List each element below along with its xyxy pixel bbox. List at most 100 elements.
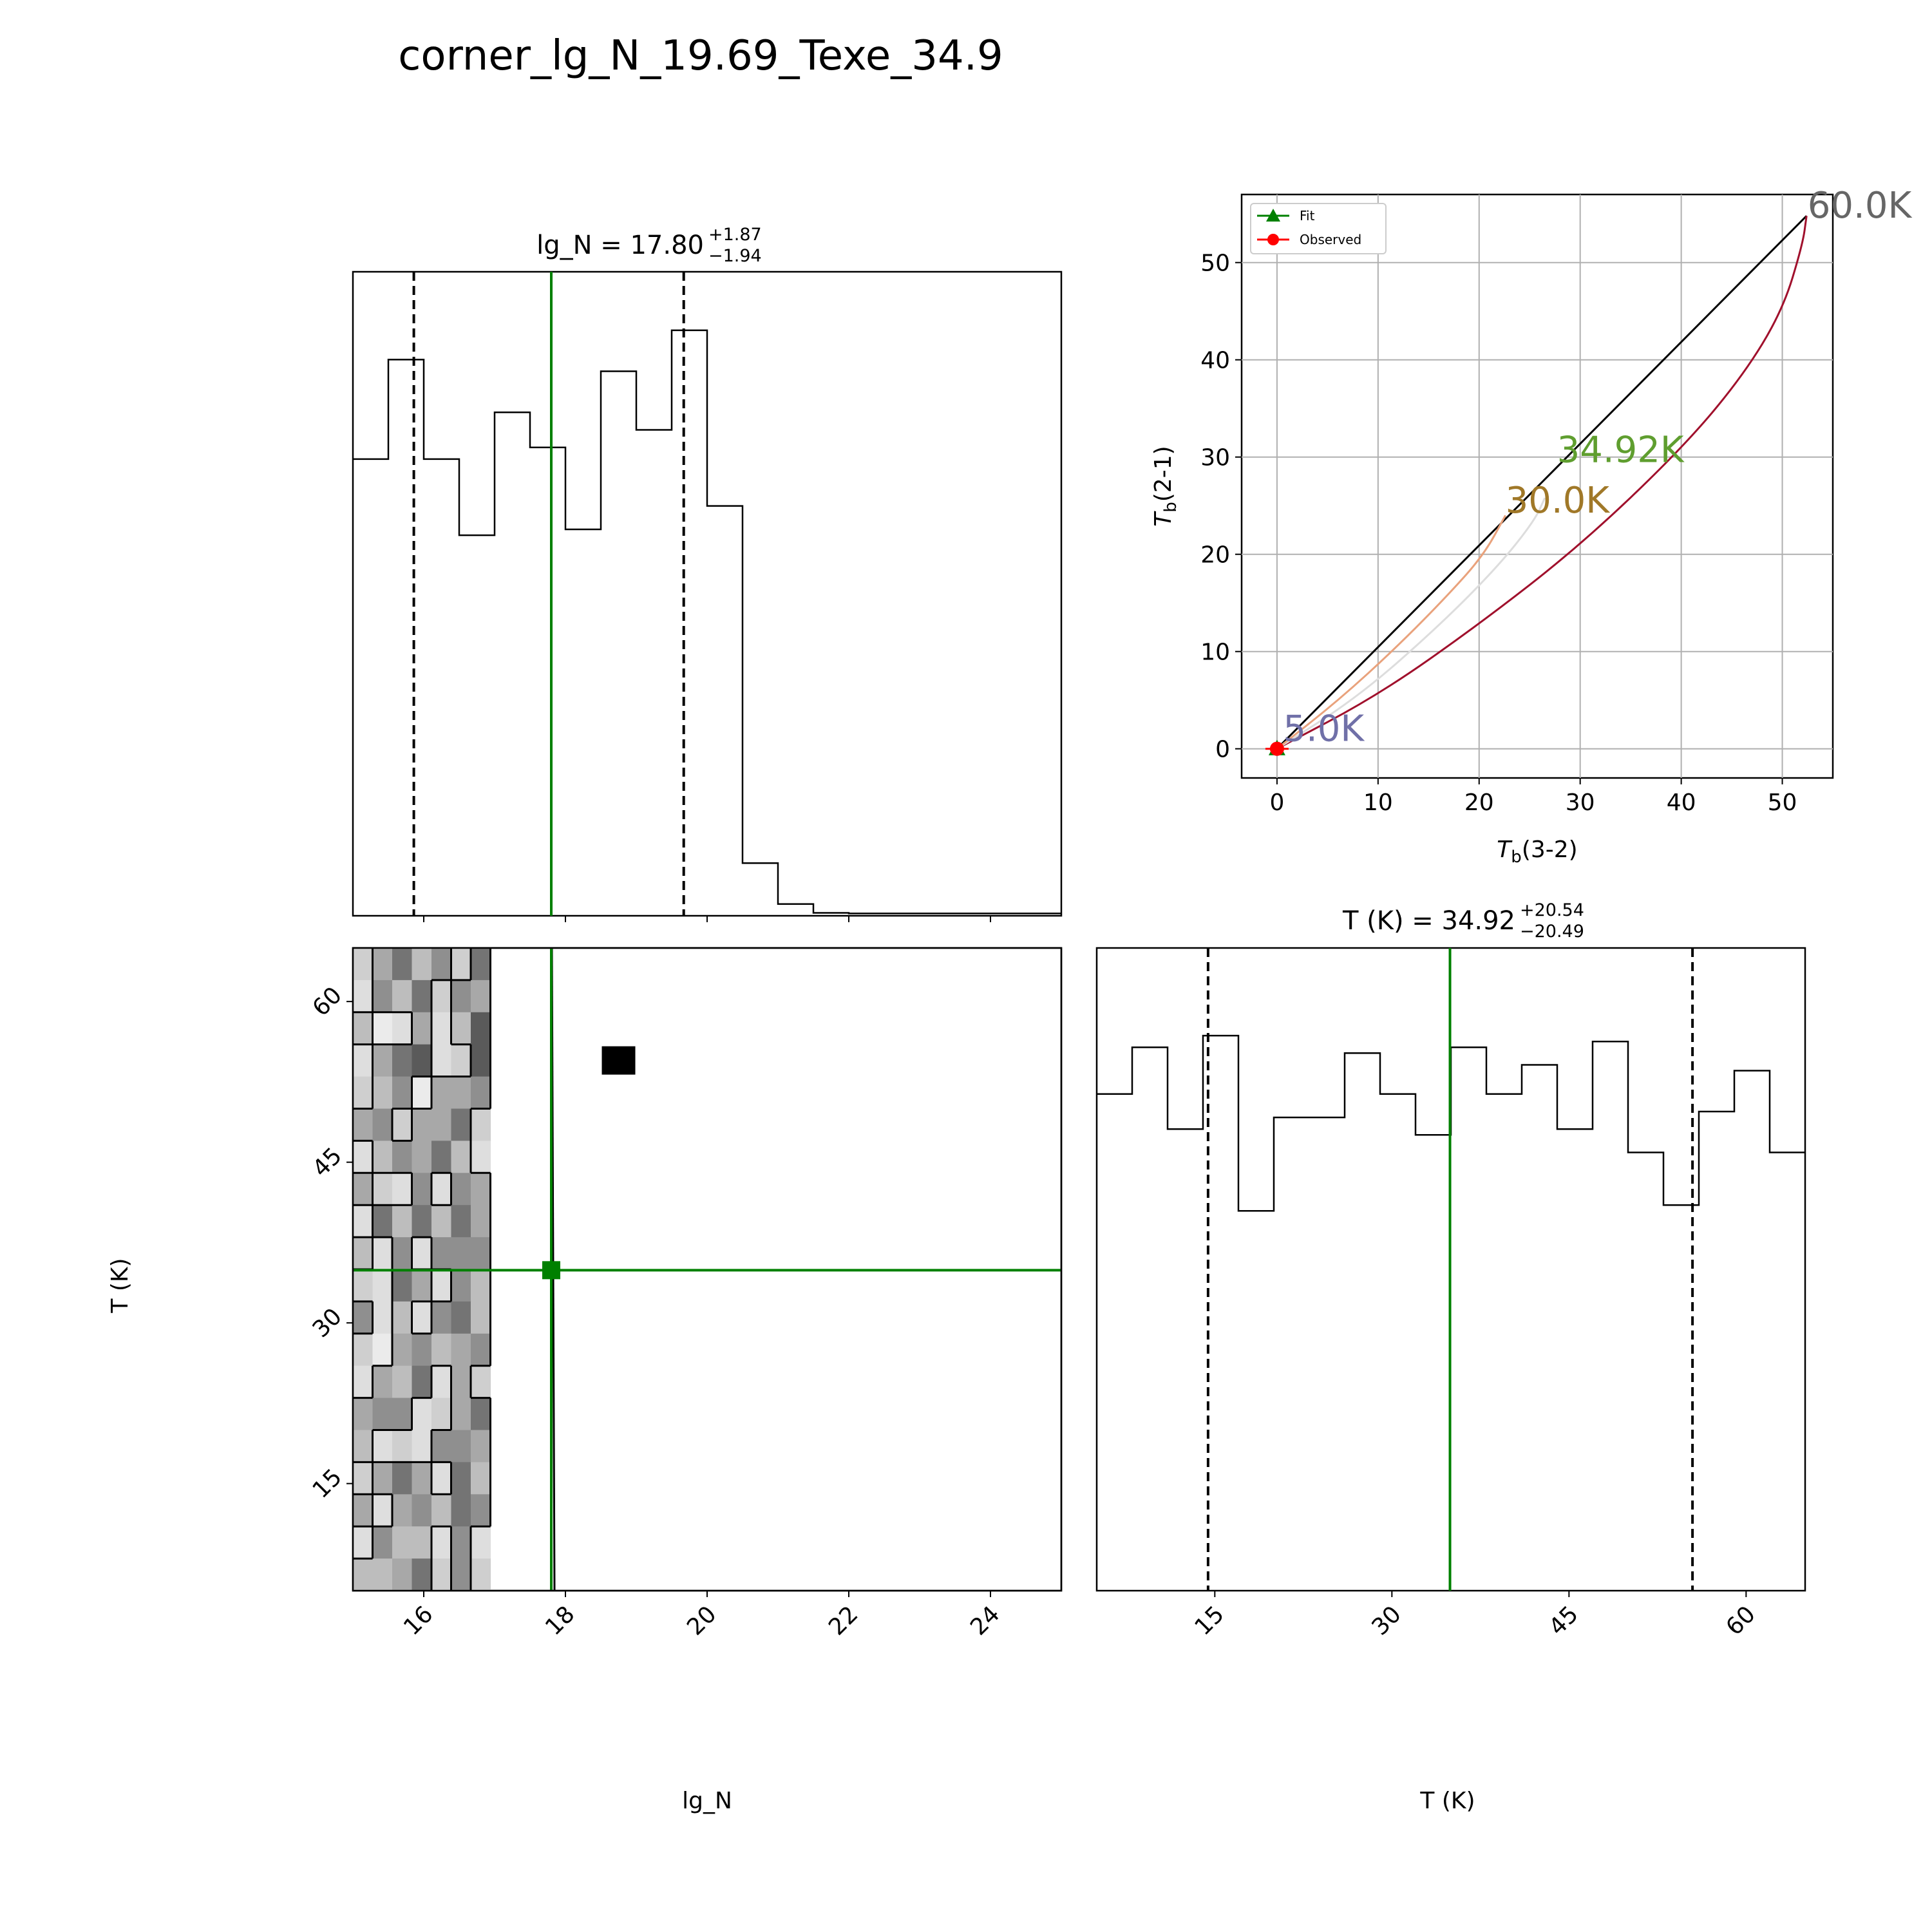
lg-n-histogram-panel: lg_N = 17.80 +1.87 −1.94 xyxy=(352,225,1063,922)
density-cell xyxy=(353,1333,374,1367)
density-cell xyxy=(353,1430,374,1463)
density-cell xyxy=(431,1397,452,1431)
density-peak-cell xyxy=(601,1046,636,1075)
density-cell xyxy=(451,1108,471,1141)
density-cell xyxy=(431,1141,452,1173)
density-cell xyxy=(392,1430,413,1463)
density-cell xyxy=(431,1044,452,1077)
density-cell xyxy=(471,1430,491,1463)
density-cell xyxy=(353,980,374,1013)
density-cell xyxy=(372,1173,393,1206)
density-cell xyxy=(471,1141,491,1173)
density-cell xyxy=(392,1237,413,1270)
density-cell xyxy=(392,1012,413,1045)
density-cell xyxy=(471,1012,491,1045)
density-cell xyxy=(412,1558,432,1591)
curve-panel-frame xyxy=(1240,193,1834,779)
density-cell xyxy=(372,1365,393,1399)
x-tick-label: 30 xyxy=(1367,1601,1406,1640)
histogram-step-line xyxy=(353,329,1061,914)
density-cell xyxy=(392,1526,413,1559)
density-cell xyxy=(392,1462,413,1495)
lg-n-histogram-title-upper: +1.87 xyxy=(708,225,762,245)
y-tick-label: 0 xyxy=(1215,737,1230,763)
density-cell xyxy=(451,1430,471,1463)
curve-temperature-annotation: 5.0K xyxy=(1283,708,1365,750)
density-cell xyxy=(451,1173,471,1206)
curve-x-label-main: T xyxy=(1497,837,1513,863)
temperature-x-axis-label: T (K) xyxy=(1419,1788,1475,1814)
density-cell xyxy=(412,948,432,981)
density-cell xyxy=(392,1205,413,1238)
density-cell xyxy=(451,1141,471,1173)
density-cell xyxy=(451,1365,471,1399)
curve-y-label-rest: (2-1) xyxy=(1150,446,1177,502)
density-cell xyxy=(353,1141,374,1173)
density-cell xyxy=(431,980,452,1013)
density-cell xyxy=(392,1301,413,1334)
density-cell xyxy=(451,1462,471,1495)
density-cell xyxy=(471,1494,491,1527)
density-cell xyxy=(451,1269,471,1302)
curve-temperature-annotation: 30.0K xyxy=(1506,480,1611,522)
density-cell xyxy=(412,1301,432,1334)
legend-fit-label: Fit xyxy=(1300,208,1315,223)
density-cell xyxy=(372,1558,393,1591)
figure-title: corner_lg_N_19.69_Texe_34.9 xyxy=(398,32,1003,80)
density-cell xyxy=(471,1044,491,1077)
lg-n-histogram-title-lower: −1.94 xyxy=(708,246,762,266)
density-cell xyxy=(431,1333,452,1367)
density-cell xyxy=(372,1044,393,1077)
x-tick-label: 45 xyxy=(1544,1601,1584,1640)
y-tick-label: 30 xyxy=(308,1303,347,1343)
density-cell xyxy=(372,1205,393,1238)
curve-x-axis-label: Tb(3-2) xyxy=(1497,837,1577,867)
density-cell xyxy=(412,1526,432,1559)
density-cell xyxy=(412,1462,432,1495)
density-cell xyxy=(471,1462,491,1495)
density-cell xyxy=(353,1558,374,1591)
density-cell xyxy=(392,948,413,981)
density-cell xyxy=(353,1526,374,1559)
density-cell xyxy=(353,1044,374,1077)
density-cell xyxy=(353,1108,374,1141)
density-cell xyxy=(431,1108,452,1141)
density-cell xyxy=(412,1269,432,1302)
curve-legend: Fit Observed xyxy=(1250,203,1387,254)
curve-y-label-sub: b xyxy=(1161,502,1180,513)
observed-circle-marker xyxy=(1269,741,1284,756)
density-cell xyxy=(431,1558,452,1591)
density-cell xyxy=(431,1076,452,1110)
density-cell xyxy=(471,1269,491,1302)
truth-marker xyxy=(542,1261,560,1280)
density-cell xyxy=(392,1269,413,1302)
density-cell xyxy=(431,1205,452,1238)
density-cell xyxy=(353,1012,374,1045)
contour-path xyxy=(353,948,491,1591)
density-cell xyxy=(471,1397,491,1431)
legend-fit-triangle-icon xyxy=(1266,209,1280,222)
curve-series-line xyxy=(1276,215,1808,750)
density-cell xyxy=(431,1301,452,1334)
density-cell xyxy=(353,1365,374,1399)
density-cell xyxy=(392,1108,413,1141)
curve-x-label-sub: b xyxy=(1511,848,1522,867)
y-tick-label: 50 xyxy=(1200,251,1230,277)
brightness-curve-panel: Tb(3-2) Tb(2-1) 0 10 20 30 40 500102030405060… xyxy=(1150,185,1912,867)
x-tick-label: 0 xyxy=(1269,790,1284,816)
density-cell xyxy=(412,1333,432,1367)
y-tick-label: 10 xyxy=(1200,639,1230,666)
x-tick-label: 10 xyxy=(1363,790,1393,816)
density-cell xyxy=(451,1076,471,1110)
density-cell xyxy=(392,1494,413,1527)
x-tick-label: 20 xyxy=(1464,790,1494,816)
density-cell xyxy=(372,1269,393,1302)
density-cell xyxy=(471,1301,491,1334)
curve-y-axis-label: Tb(2-1) xyxy=(1150,446,1180,526)
y-tick-label: 45 xyxy=(308,1142,347,1182)
curve-temperature-annotation: 34.92K xyxy=(1557,429,1685,471)
density-cell xyxy=(471,1076,491,1110)
density-cells xyxy=(353,948,491,1591)
density-cell xyxy=(353,1494,374,1527)
